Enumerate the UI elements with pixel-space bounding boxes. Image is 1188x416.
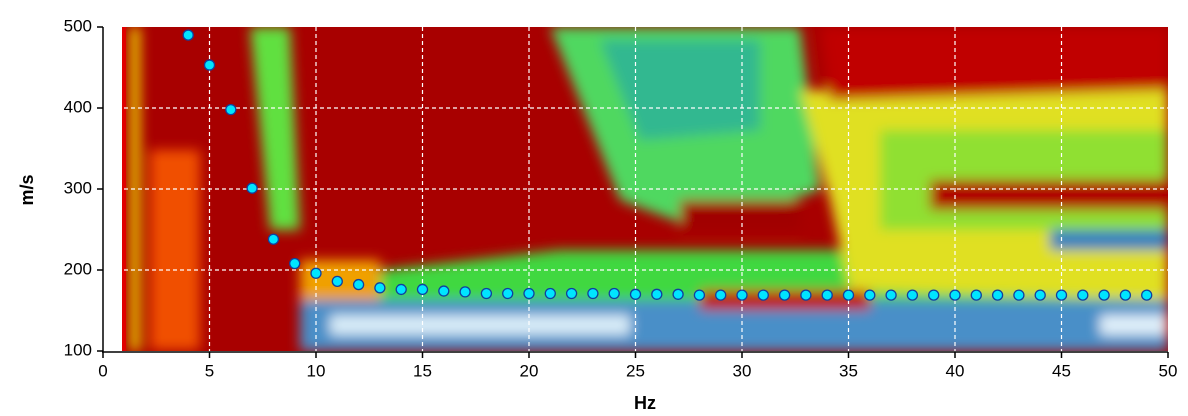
point	[608, 287, 620, 300]
x-tick-label: 45	[1052, 361, 1071, 380]
x-tick-label: 50	[1159, 361, 1178, 380]
plot	[182, 29, 1153, 301]
x-tick-label: 25	[626, 361, 645, 380]
point	[310, 267, 322, 279]
point	[672, 288, 684, 300]
point	[1055, 289, 1068, 301]
point	[1013, 289, 1025, 301]
point	[757, 289, 769, 301]
point	[416, 283, 429, 296]
point	[651, 288, 663, 300]
point	[352, 278, 365, 291]
point	[459, 286, 471, 298]
point	[438, 285, 450, 297]
point	[928, 289, 940, 301]
heatmap	[122, 27, 1168, 351]
x-tick-label: 10	[307, 361, 326, 380]
point	[502, 287, 514, 300]
point	[906, 289, 919, 301]
point	[331, 275, 343, 287]
x-axis-label: Hz	[634, 393, 656, 413]
point	[778, 289, 791, 301]
point	[587, 287, 599, 300]
point	[736, 289, 748, 301]
y-tick-label: 200	[64, 259, 92, 278]
y-tick-label: 400	[64, 97, 92, 116]
point	[842, 289, 855, 301]
point	[949, 289, 961, 301]
x-tick-label: 40	[946, 361, 965, 380]
point	[374, 282, 386, 294]
x-tick-label: 30	[733, 361, 752, 380]
y-tick-label: 300	[64, 178, 92, 197]
point	[267, 233, 280, 245]
point	[629, 288, 642, 300]
point	[1141, 289, 1153, 301]
x-tick-label: 15	[413, 361, 432, 380]
point	[970, 289, 982, 301]
point	[225, 103, 237, 116]
y-tick-label: 500	[64, 16, 92, 35]
point	[693, 289, 706, 301]
point	[289, 257, 301, 270]
point	[1098, 289, 1110, 301]
point	[395, 283, 407, 296]
point	[885, 289, 897, 301]
point	[565, 287, 578, 300]
point	[1034, 289, 1046, 301]
x-tick-label: 35	[839, 361, 858, 380]
point	[544, 287, 556, 300]
point	[523, 287, 535, 300]
point	[1077, 289, 1089, 301]
point	[480, 287, 493, 300]
point	[991, 289, 1004, 301]
point	[715, 289, 727, 301]
point	[203, 59, 216, 71]
point	[821, 289, 833, 301]
x-tick-label: 5	[205, 361, 214, 380]
point	[1119, 289, 1132, 301]
point	[182, 29, 194, 41]
point	[246, 182, 258, 194]
point	[800, 289, 812, 301]
x-tick-label: 0	[98, 361, 107, 380]
point	[864, 289, 876, 301]
x-tick-label: 20	[520, 361, 539, 380]
y-tick-label: 100	[64, 340, 92, 359]
y-axis-label: m/s	[17, 174, 37, 205]
